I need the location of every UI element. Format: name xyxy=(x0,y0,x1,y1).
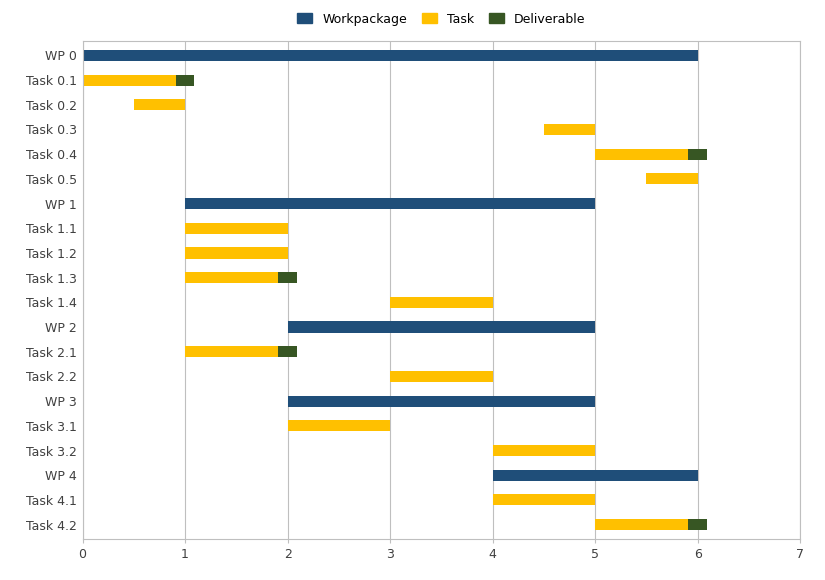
Bar xyxy=(185,248,288,259)
Bar xyxy=(82,50,698,61)
Bar xyxy=(390,297,493,308)
Bar xyxy=(493,470,698,481)
Bar xyxy=(288,396,595,407)
Bar xyxy=(185,198,595,209)
Bar xyxy=(595,148,698,160)
Bar xyxy=(176,75,194,86)
Bar xyxy=(493,494,595,505)
Bar xyxy=(493,445,595,456)
Bar xyxy=(134,99,185,110)
Bar xyxy=(185,223,288,234)
Bar xyxy=(82,75,185,86)
Bar xyxy=(185,346,288,357)
Bar xyxy=(390,371,493,382)
Bar xyxy=(544,124,595,135)
Bar xyxy=(647,173,698,184)
Bar xyxy=(278,272,297,283)
Bar xyxy=(689,148,707,160)
Legend: Workpackage, Task, Deliverable: Workpackage, Task, Deliverable xyxy=(294,9,589,30)
Bar xyxy=(278,346,297,357)
Bar xyxy=(689,519,707,530)
Bar xyxy=(595,519,698,530)
Bar xyxy=(288,321,595,332)
Bar xyxy=(185,272,288,283)
Bar xyxy=(288,420,390,432)
